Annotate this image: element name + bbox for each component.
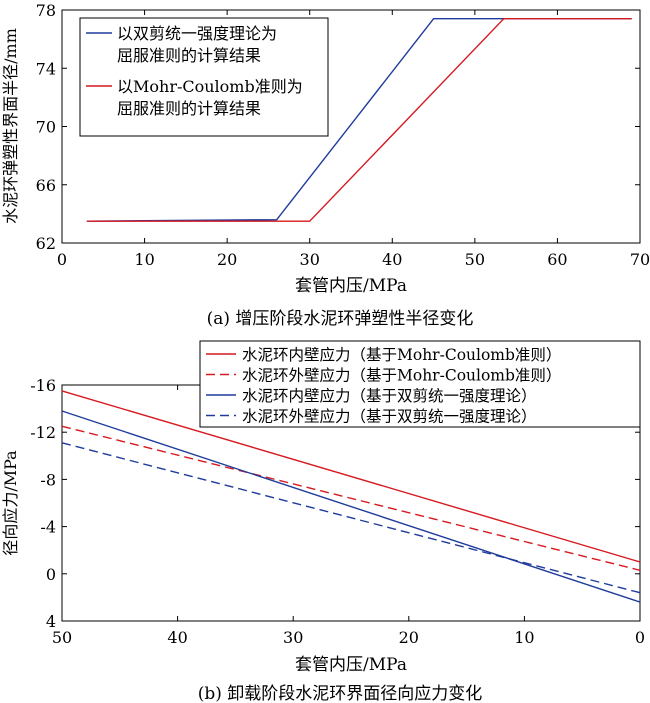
x-tick-label: 40 bbox=[167, 628, 187, 647]
y-tick-label: 62 bbox=[36, 234, 56, 253]
y-tick-label: 0 bbox=[46, 565, 56, 584]
x-tick-label: 50 bbox=[465, 250, 485, 269]
chart-a-caption: (a) 增压阶段水泥环弹塑性半径变化 bbox=[207, 309, 474, 329]
y-tick-label: 66 bbox=[36, 176, 56, 195]
x-tick-label: 30 bbox=[283, 628, 303, 647]
legend-a-entry-2-line-1: 以Mohr-Coulomb准则为 bbox=[117, 77, 303, 96]
y-tick-label: -12 bbox=[30, 423, 56, 442]
chart-b-caption: (b) 卸载阶段水泥环界面径向应力变化 bbox=[198, 684, 483, 703]
y-tick-label: -4 bbox=[40, 518, 56, 537]
x-tick-label: 50 bbox=[52, 628, 72, 647]
chart-b: 50 40 30 20 10 0 -16 -12 -8 -4 0 4 水泥环内壁应力（基于Mohr-C… bbox=[1, 340, 645, 703]
series-line-1 bbox=[61, 390, 641, 563]
chart-a: 0 10 20 30 40 50 60 70 62 66 70 74 78 以双剪统一强度理论为屈服准则… bbox=[1, 1, 650, 329]
y-tick-label: 74 bbox=[36, 59, 56, 78]
chart-a-legend: 以双剪统一强度理论为屈服准则的计算结果以Mohr-Coulomb准则为屈服准则的… bbox=[79, 17, 329, 137]
x-tick-label: 10 bbox=[514, 628, 534, 647]
series-line-4 bbox=[61, 442, 641, 594]
x-tick-label: 0 bbox=[57, 250, 67, 269]
series-line-2 bbox=[86, 18, 632, 222]
chart-a-ylabel: 水泥环弹塑性界面半径/mm bbox=[1, 28, 20, 224]
legend-a-entry-2-line-2: 屈服准则的计算结果 bbox=[117, 99, 261, 118]
legend-b-entry-2: 水泥环外壁应力（基于Mohr-Coulomb准则） bbox=[242, 366, 561, 385]
chart-a-ticks: 0 10 20 30 40 50 60 70 62 66 70 74 78 bbox=[36, 1, 650, 269]
chart-b-legend-box bbox=[199, 340, 641, 428]
legend-b-entry-3: 水泥环内壁应力（基于双剪统一强度理论） bbox=[242, 386, 537, 405]
legend-b-entry-4: 水泥环外壁应力（基于双剪统一强度理论） bbox=[242, 407, 537, 426]
x-tick-label: 0 bbox=[635, 628, 645, 647]
x-tick-label: 10 bbox=[134, 250, 154, 269]
y-tick-label: -16 bbox=[30, 376, 56, 395]
x-tick-label: 30 bbox=[300, 250, 320, 269]
x-tick-label: 60 bbox=[547, 250, 567, 269]
y-tick-label: 78 bbox=[36, 1, 56, 20]
chart-b-ylabel: 径向应力/MPa bbox=[1, 450, 20, 556]
x-tick-label: 70 bbox=[630, 250, 650, 269]
chart-b-xlabel: 套管内压/MPa bbox=[295, 655, 407, 675]
chart-b-series bbox=[61, 390, 641, 603]
chart-a-series bbox=[86, 18, 632, 222]
legend-a-entry-1-line-1: 以双剪统一强度理论为 bbox=[117, 24, 277, 43]
x-tick-label: 40 bbox=[382, 250, 402, 269]
series-line-2 bbox=[61, 425, 641, 571]
legend-a-entry-1-line-2: 屈服准则的计算结果 bbox=[117, 46, 261, 65]
x-tick-label: 20 bbox=[399, 628, 419, 647]
legend-b-entry-1: 水泥环内壁应力（基于Mohr-Coulomb准则） bbox=[242, 345, 561, 364]
y-tick-label: 4 bbox=[46, 612, 56, 631]
x-tick-label: 20 bbox=[217, 250, 237, 269]
chart-a-xlabel: 套管内压/MPa bbox=[295, 276, 407, 296]
chart-a-legend-box bbox=[79, 17, 329, 137]
series-line-3 bbox=[61, 410, 641, 603]
chart-b-legend: 水泥环内壁应力（基于Mohr-Coulomb准则） 水泥环外壁应力（基于Mohr-… bbox=[199, 340, 641, 428]
y-tick-label: 70 bbox=[36, 118, 56, 137]
y-tick-label: -8 bbox=[40, 470, 56, 489]
chart-b-ticks: 50 40 30 20 10 0 -16 -12 -8 -4 0 4 bbox=[30, 376, 645, 647]
